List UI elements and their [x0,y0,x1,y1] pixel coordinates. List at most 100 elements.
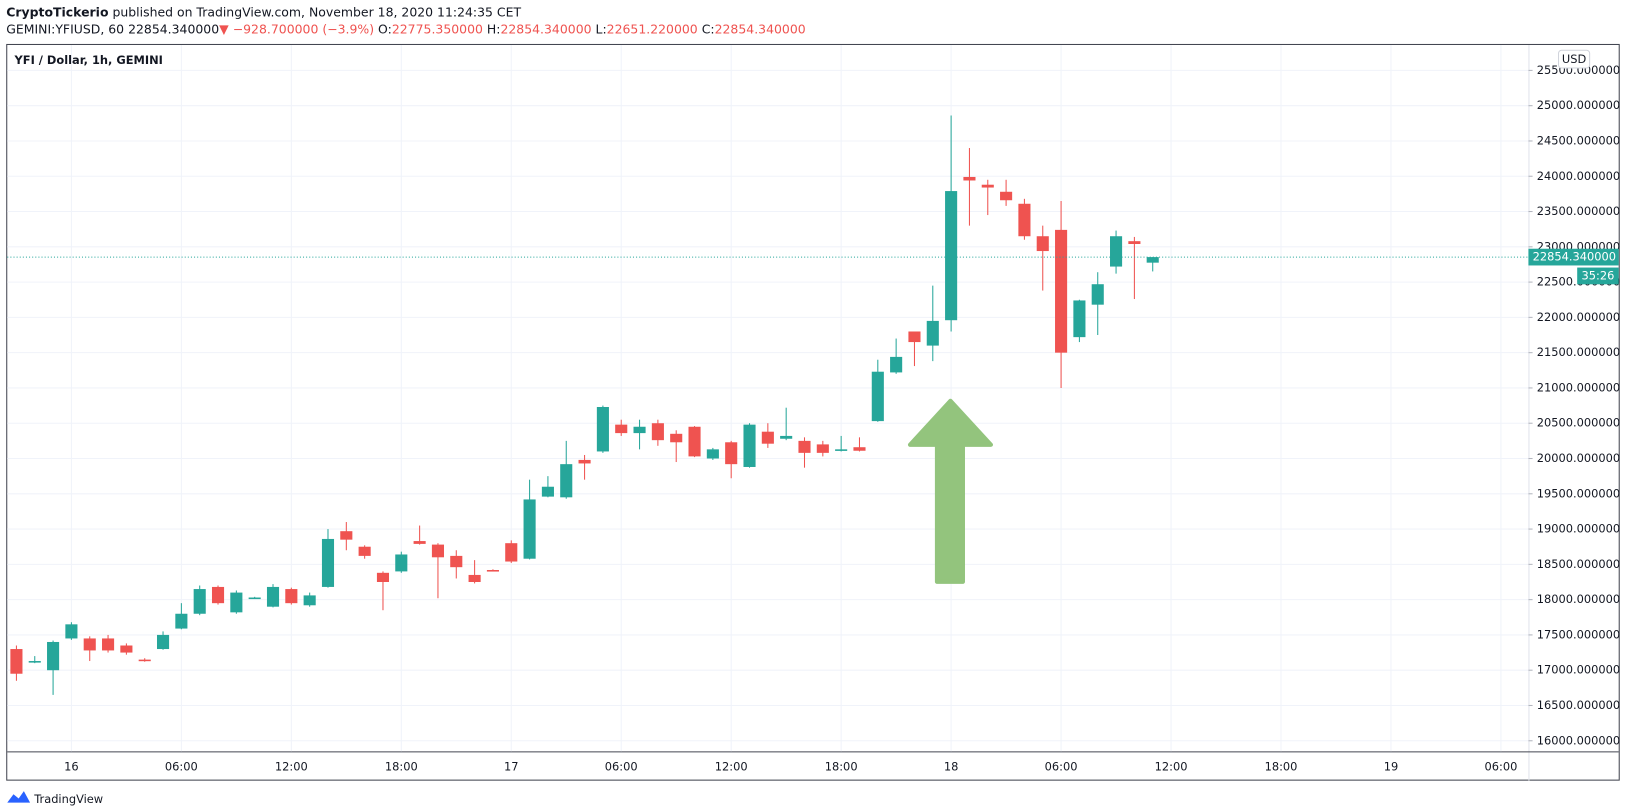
candle-body [486,570,499,572]
candle-body [340,531,353,540]
grid: 16000.000000 16500.000000 17000.000000 1750… [7,44,1620,774]
candle-body [871,371,884,422]
candle-body [193,589,206,614]
candle-body [431,544,445,558]
candle-body [1036,236,1049,252]
candle-body [981,184,994,188]
candle-body [890,356,903,373]
candle-body [688,426,701,457]
candle-body [541,486,554,497]
candle-body [725,442,738,465]
candle-body [211,586,225,604]
candle-body [578,459,591,464]
candle-body [65,624,78,639]
countdown: 35:26 [1582,268,1615,282]
x-tick-label: 17 [504,760,519,774]
symbol-line: GEMINI:YFIUSD, 60 22854.340000▼ −928.700… [6,21,805,36]
y-tick-label: 20000.000000 [1537,451,1620,465]
direction: ▼ [219,21,229,36]
ohlc-value: 22854.340000 [715,21,806,36]
change: −928.700000 (−3.9%) [233,21,374,36]
ohlc-value: 22775.350000 [392,21,483,36]
x-tick-label: 12:00 [275,760,308,774]
publish-line: CryptoTickerio published on TradingView.… [6,4,521,19]
frame [6,43,1620,781]
overlay: 22854.340000 35:26 [7,248,1619,285]
symbol: GEMINI:YFIUSD, 60 [6,21,124,36]
candles [10,115,1159,695]
arrow-annotation [907,398,994,584]
y-tick-label: 19500.000000 [1537,486,1620,500]
brand-logo [7,791,31,803]
y-tick-label: 24000.000000 [1537,169,1620,183]
currency[interactable]: USD [1562,52,1587,66]
candle-body [83,638,96,651]
ohlc-value: 22651.220000 [607,21,698,36]
candle-body [945,191,958,321]
y-tick-label: 18500.000000 [1537,557,1620,571]
candle-body [651,423,664,441]
candle-body [321,538,335,587]
candle-body [523,499,536,559]
candle-body [468,574,481,582]
countdown-box [1577,267,1619,285]
candle-body [816,444,829,453]
ohlc-value: 22854.340000 [500,21,591,36]
y-tick-label: 18000.000000 [1537,592,1620,606]
candle-body [560,464,573,498]
candle-body [706,449,719,459]
candle-body [633,426,646,434]
x-tick-label: 18 [944,760,959,774]
candle-body [248,597,261,600]
candle-body [743,424,756,467]
y-tick-label: 25500.000000 [1537,63,1620,77]
candle-body [1110,236,1123,267]
currency-box[interactable] [1557,49,1591,69]
ohlc-label: H: [487,21,501,36]
candle-body [266,586,280,607]
candle-body [303,595,316,606]
y-tick-label: 19000.000000 [1537,522,1620,536]
candle-body [853,447,866,451]
candle-body [798,440,811,453]
x-tick-label: 19 [1384,760,1399,774]
candle-body [780,435,793,439]
candle-body [1128,241,1141,244]
candle-body [761,431,774,444]
x-tick-label: 12:00 [1155,760,1188,774]
candle-body [28,661,41,663]
x-tick-label: 06:00 [1484,760,1517,774]
chart-title: YFI / Dollar, 1h, GEMINI [14,53,163,67]
candle-body [1055,229,1068,353]
candle-body [670,433,683,443]
published: published on TradingView.com, November 1… [112,4,521,19]
candle-body [138,659,151,662]
candle-body [10,649,23,674]
candle-body [835,449,848,451]
x-tick-label: 06:00 [1045,760,1078,774]
x-tick-label: 18:00 [1265,760,1298,774]
candle-body [926,320,939,346]
x-tick-label: 18:00 [825,760,858,774]
ohlc-label: L: [596,21,607,36]
candle-body [395,554,408,572]
y-tick-label: 16500.000000 [1537,698,1620,712]
ohlc-label: C: [702,21,715,36]
candle-body [1018,203,1031,237]
candle-body [376,572,390,582]
y-tick-label: 16000.000000 [1537,733,1620,747]
y-tick-label: 25000.000000 [1537,98,1620,112]
brand: TradingView [33,792,103,806]
y-tick-label: 17000.000000 [1537,663,1620,677]
y-tick-label: 24500.000000 [1537,133,1620,147]
candle-body [1091,284,1104,305]
candle-body [175,613,188,629]
candle-body [450,555,463,568]
y-tick-label: 23500.000000 [1537,204,1620,218]
candle-body [285,589,298,604]
y-tick-label: 21000.000000 [1537,380,1620,394]
ohlc-label: O: [378,21,392,36]
candle-body [505,543,518,562]
candle-body [230,592,243,613]
price: 22854.340000 [128,21,219,36]
